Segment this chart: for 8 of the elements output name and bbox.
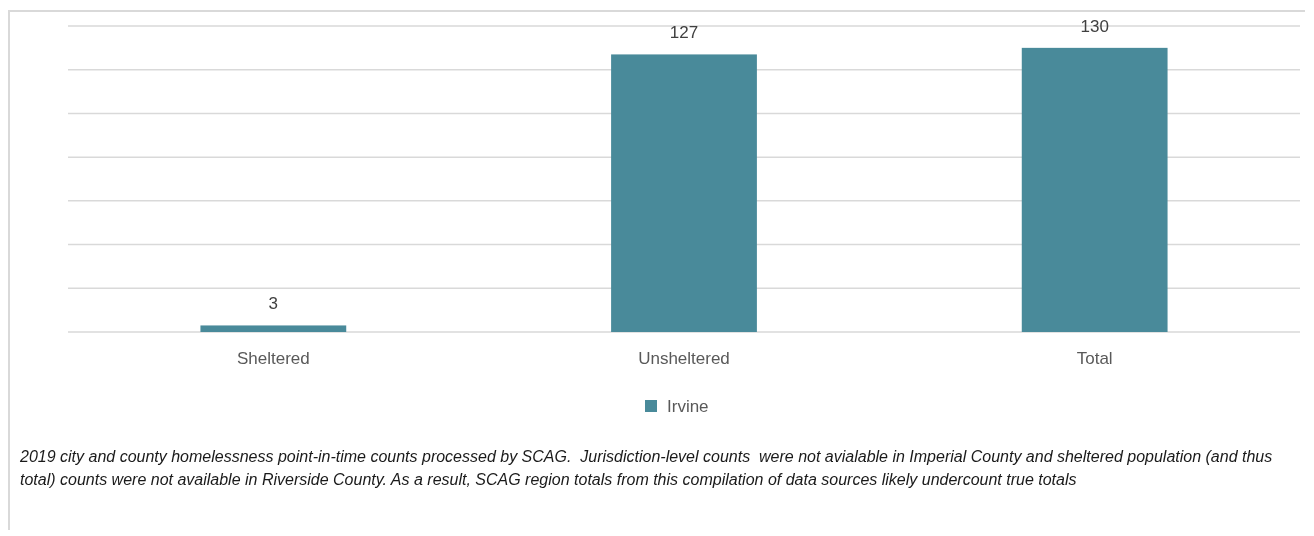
legend-label: Irvine (667, 396, 709, 416)
data-label: 130 (1080, 16, 1109, 36)
data-label: 3 (268, 294, 279, 314)
x-tick-label: Unsheltered (638, 349, 730, 368)
data-label: 127 (669, 23, 699, 43)
x-tick-label: Total (1076, 349, 1113, 368)
text: 2019 city and county homelessness point-in-time counts processed by SCAG. Jurisdiction-level counts were not avialable in Imperial County and sheltered population (and thus total) counts were not available in Riverside County. As a result, SCAG region totals from this compilation of data sources likely undercount true totals (20, 447, 1274, 490)
x-tick-label: Sheltered (236, 349, 310, 368)
